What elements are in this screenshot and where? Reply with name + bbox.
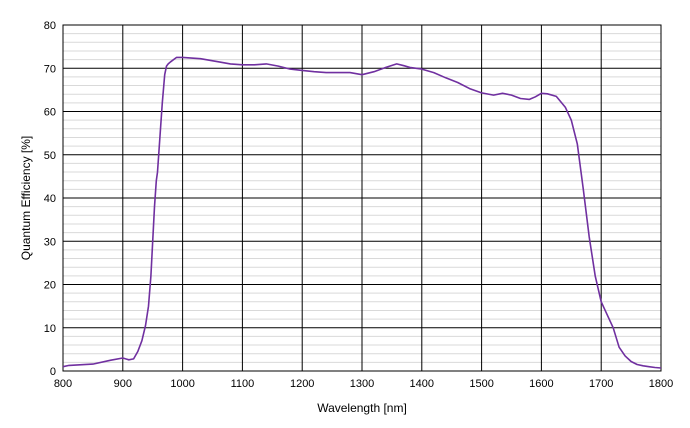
x-tick-label: 1500 — [469, 378, 493, 390]
y-tick-label: 40 — [44, 193, 56, 205]
x-tick-label: 1300 — [350, 378, 374, 390]
y-tick-label: 20 — [44, 280, 56, 292]
x-axis-title: Wavelength [nm] — [317, 401, 407, 415]
series-line — [62, 56, 662, 369]
x-axis-tick-labels: 800 900 1000 1100 1200 1300 1400 1500 1600 1700 18… — [54, 378, 673, 390]
y-tick-label: 0 — [50, 366, 56, 378]
plot-area-frame — [62, 24, 662, 372]
x-tick-label: 1700 — [589, 378, 613, 390]
y-tick-label: 30 — [44, 236, 56, 248]
x-tick-label: 1400 — [410, 378, 434, 390]
x-tick-label: 800 — [54, 378, 72, 390]
x-tick-label: 1600 — [529, 378, 553, 390]
y-tick-label: 70 — [44, 63, 56, 75]
y-axis-tick-labels: 0 10 20 30 40 50 60 70 80 — [44, 20, 56, 378]
x-tick-label: 1800 — [649, 378, 673, 390]
y-tick-label: 80 — [44, 20, 56, 32]
y-tick-label: 50 — [44, 150, 56, 162]
y-tick-label: 60 — [44, 107, 56, 119]
y-tick-label: 10 — [44, 323, 56, 335]
x-tick-label: 900 — [114, 378, 132, 390]
x-tick-label: 1100 — [231, 378, 255, 390]
x-tick-label: 1200 — [290, 378, 314, 390]
x-tick-label: 1000 — [170, 378, 194, 390]
y-axis-title: Quantum Efficiency [%] — [19, 136, 33, 261]
series-layer — [62, 56, 662, 369]
